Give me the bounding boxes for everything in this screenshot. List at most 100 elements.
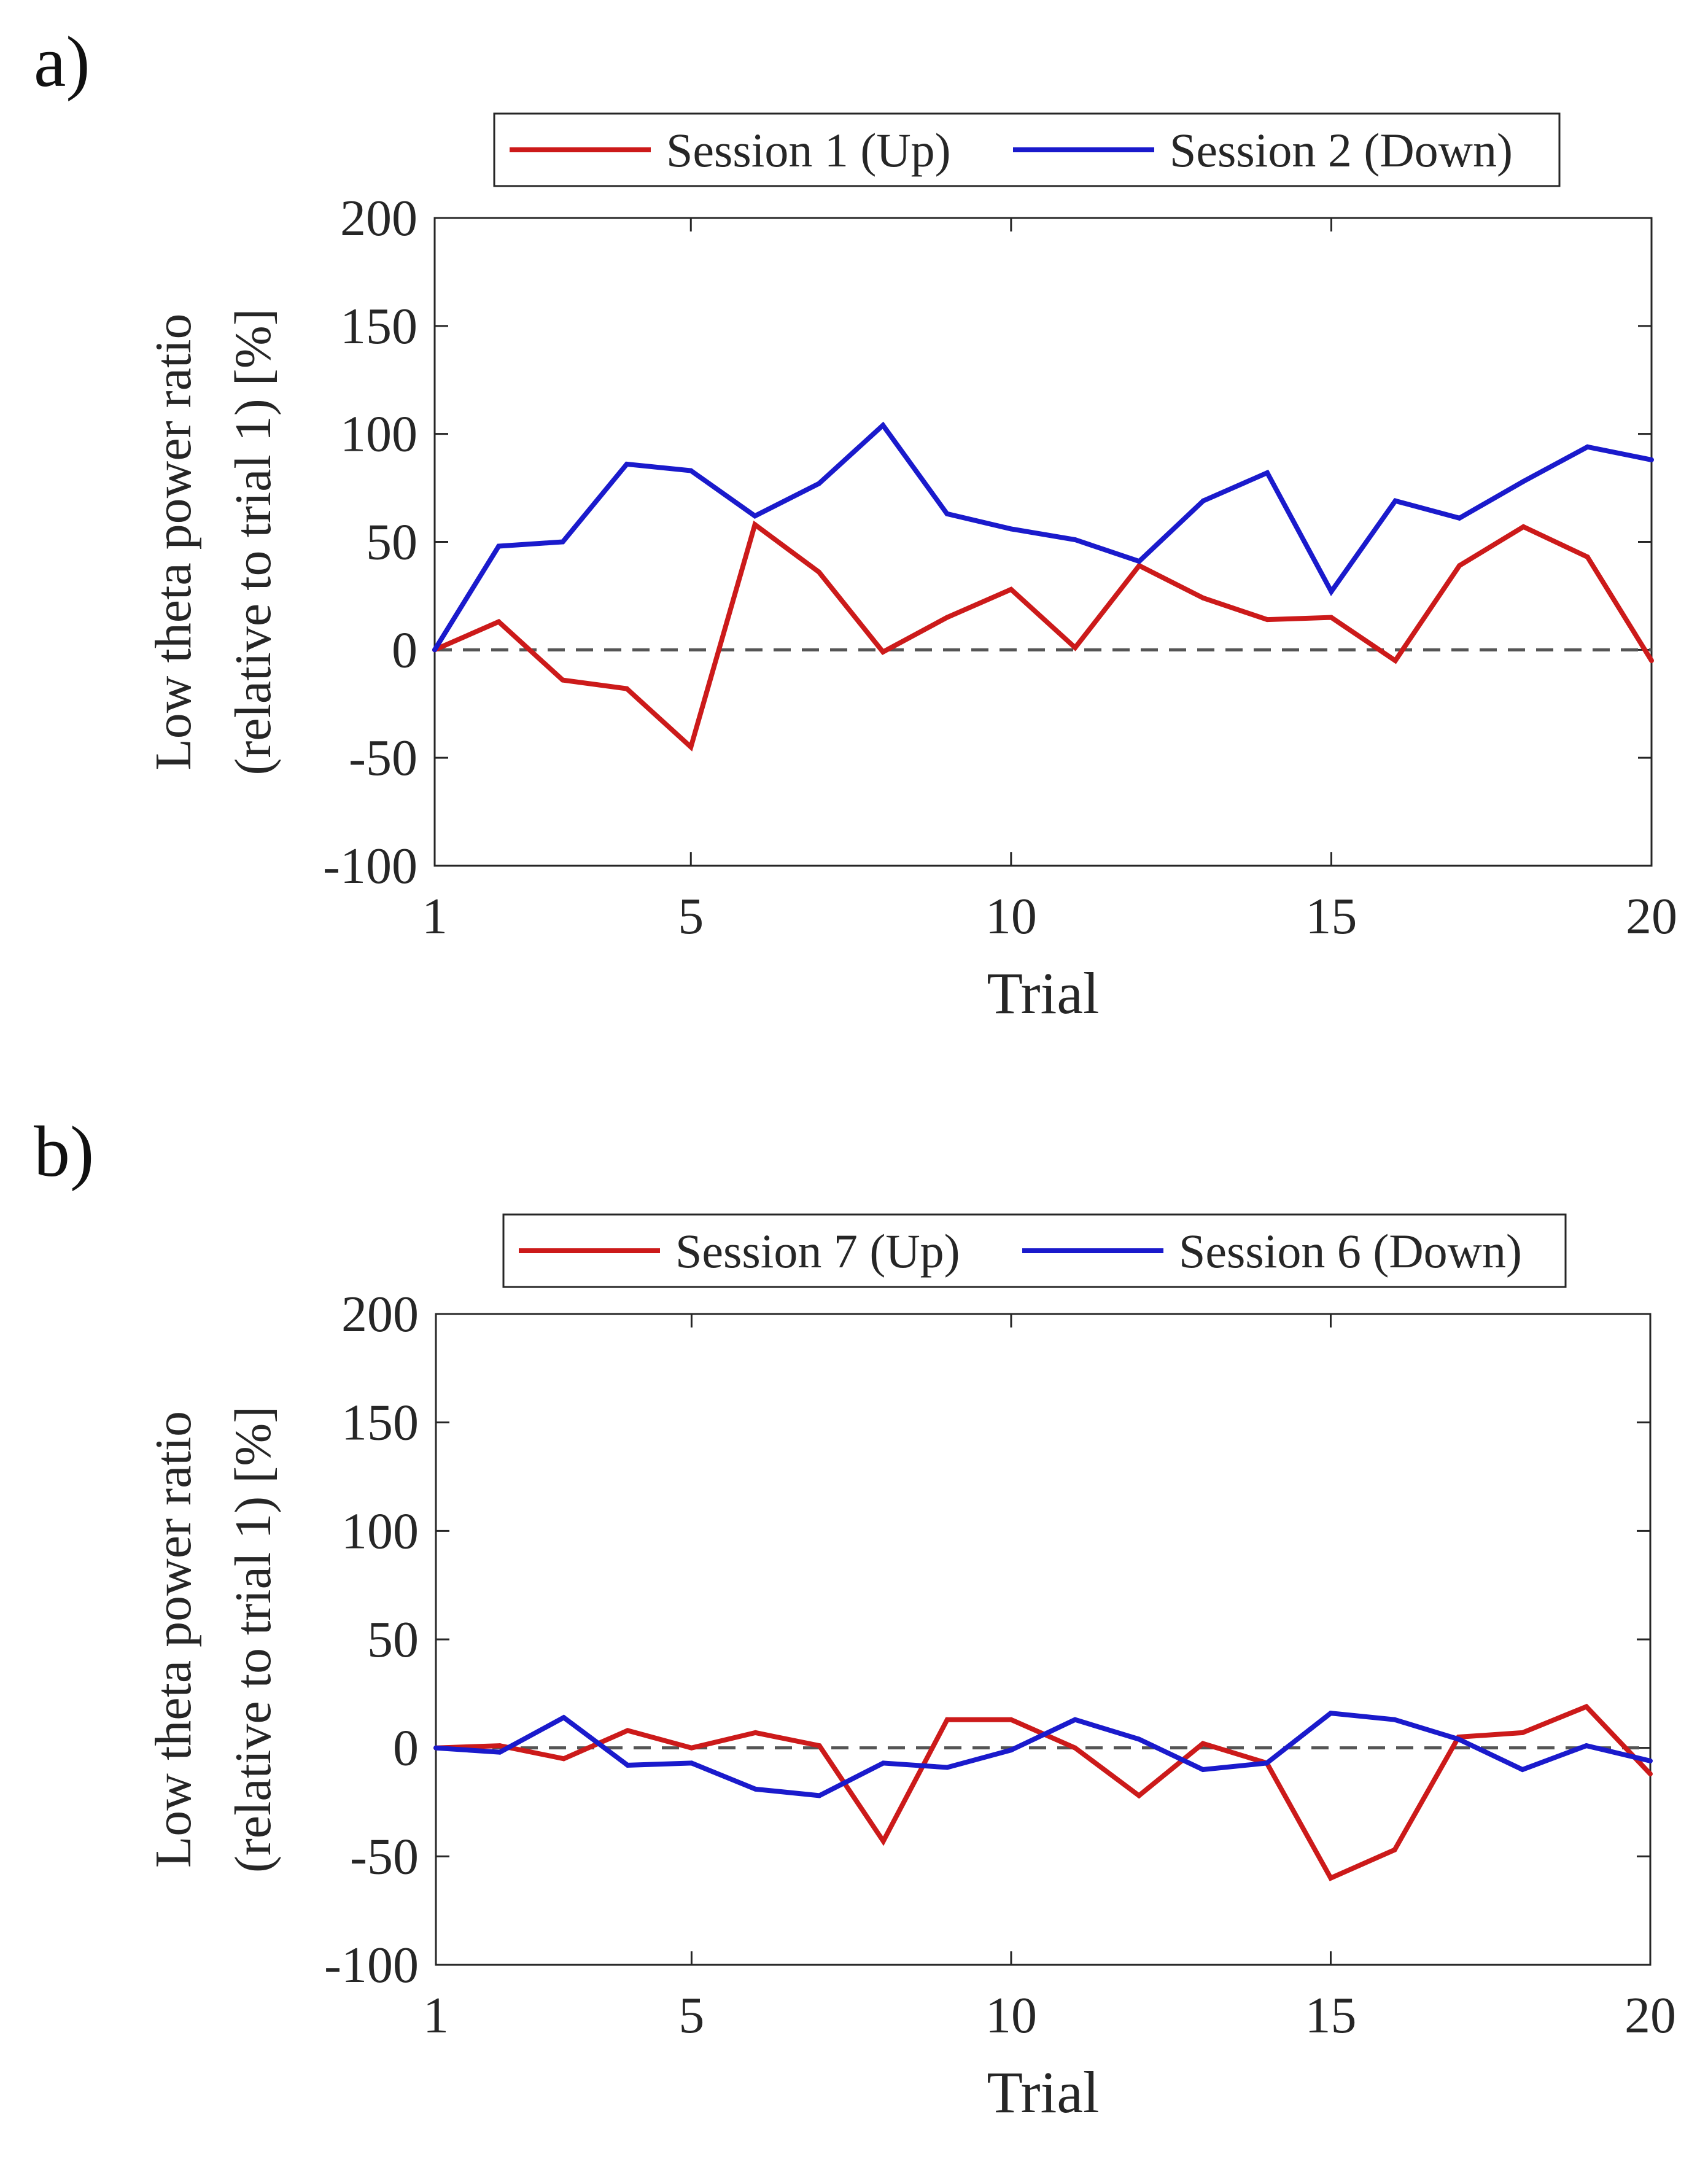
series-0-point — [752, 522, 758, 527]
x-tick-label: 20 — [1626, 888, 1677, 945]
series-line-1 — [435, 1710, 1651, 1798]
legend-entry-1: Session 6 (Down) — [1179, 1224, 1522, 1278]
series-0-point — [1200, 595, 1206, 601]
series-1-point — [1265, 470, 1270, 475]
series-1-point — [1008, 1747, 1014, 1753]
y-tick-label: 100 — [341, 1502, 419, 1560]
series-0-point — [816, 569, 821, 575]
series-0-point — [944, 615, 950, 620]
y-tick-label: -100 — [324, 1937, 419, 1994]
series-1-point — [433, 1745, 438, 1751]
series-1-point — [560, 539, 565, 545]
series-0-point — [1649, 658, 1654, 663]
x-tick-label: 15 — [1305, 1987, 1356, 2044]
series-1-point — [496, 543, 502, 549]
series-1-point — [1649, 457, 1654, 462]
series-0-point — [1008, 586, 1014, 592]
series-0-point — [1392, 658, 1398, 663]
y-tick-label: 200 — [340, 190, 417, 247]
series-1-point — [1200, 1767, 1206, 1772]
series-0-point — [1008, 1717, 1014, 1722]
y-axis-label-line1: Low theta power ratio — [145, 1411, 202, 1868]
series-line-1 — [432, 421, 1652, 651]
y-axis-label-line1: Low theta power ratio — [145, 313, 202, 770]
series-1-point — [1264, 1760, 1270, 1766]
series-1-point — [1585, 444, 1590, 449]
series-1-point — [561, 1715, 567, 1720]
series-1-point — [944, 1765, 950, 1770]
series-0-point — [1136, 1793, 1142, 1798]
series-1-point — [1329, 589, 1334, 594]
series-0-point — [496, 619, 502, 624]
y-tick-label: -50 — [349, 729, 417, 787]
series-1-point — [1392, 1717, 1397, 1722]
series-1-point — [688, 468, 694, 473]
series-1-point — [816, 481, 821, 486]
series-1-point — [1521, 479, 1526, 484]
series-1-point — [1136, 1736, 1142, 1742]
series-1-point — [1136, 559, 1142, 564]
legend-entry-0: Session 1 (Up) — [666, 123, 951, 177]
x-tick-label: 1 — [423, 1987, 449, 2044]
series-0-point — [1520, 1730, 1525, 1735]
series-0-point — [1392, 1847, 1397, 1852]
y-tick-label: 150 — [340, 298, 417, 355]
y-tick-label: 150 — [341, 1394, 419, 1452]
series-0-point — [880, 649, 886, 655]
x-tick-label: 1 — [422, 888, 448, 945]
legend-entry-0: Session 7 (Up) — [675, 1224, 960, 1278]
y-axis-label-line2: (relative to trial 1) [%] — [225, 1406, 282, 1873]
x-tick-label: 10 — [985, 1987, 1037, 2044]
x-axis-label: Trial — [987, 2059, 1099, 2125]
series-0-point — [688, 744, 694, 750]
series-0-point — [1265, 617, 1270, 623]
plot-area-frame — [433, 217, 1653, 867]
series-1-point — [753, 1786, 758, 1792]
series-1-point — [1456, 1736, 1461, 1742]
x-tick-label: 5 — [678, 1987, 704, 2044]
series-1-point — [752, 513, 758, 519]
series-1-point — [1392, 498, 1398, 503]
legend-box — [502, 1213, 1567, 1288]
panel-label: b) — [34, 1111, 94, 1192]
series-0-point — [624, 686, 629, 691]
series-0-point — [1521, 524, 1526, 529]
series-0-point — [753, 1730, 758, 1735]
series-0-point — [625, 1728, 631, 1733]
legend-entry-1: Session 2 (Down) — [1170, 123, 1513, 177]
series-1-point — [689, 1760, 694, 1766]
panel-label: a) — [34, 21, 90, 102]
series-1-point — [817, 1793, 822, 1798]
series-line-0 — [433, 520, 1654, 752]
series-1-point — [1520, 1767, 1525, 1772]
series-0-point — [1200, 1741, 1206, 1746]
series-1-point — [1200, 498, 1206, 503]
series-0-point — [1328, 1875, 1333, 1881]
series-0-point — [1648, 1771, 1653, 1777]
series-0-point — [1585, 554, 1590, 560]
y-tick-label: 100 — [340, 406, 417, 463]
y-tick-label: 200 — [341, 1286, 419, 1343]
series-0-point — [497, 1743, 503, 1749]
plot-area-frame — [435, 1313, 1652, 1966]
series-1-point — [880, 1760, 886, 1766]
y-tick-label: 50 — [367, 1611, 419, 1668]
y-tick-label: -50 — [350, 1828, 419, 1885]
y-tick-label: 50 — [366, 514, 417, 571]
series-1-point — [1008, 526, 1014, 532]
y-axis-label-line2: (relative to trial 1) [%] — [225, 308, 282, 775]
series-1-point — [1073, 537, 1078, 542]
series-1-point — [1648, 1758, 1653, 1763]
series-1-point — [624, 461, 629, 467]
series-1-point — [497, 1749, 503, 1755]
x-axis-label: Trial — [987, 960, 1099, 1026]
series-0-point — [1136, 563, 1142, 569]
series-1-point — [625, 1762, 631, 1768]
series-0-point — [561, 1756, 567, 1762]
series-0-point — [560, 677, 565, 683]
series-0-point — [817, 1743, 822, 1749]
x-tick-label: 10 — [985, 888, 1037, 945]
